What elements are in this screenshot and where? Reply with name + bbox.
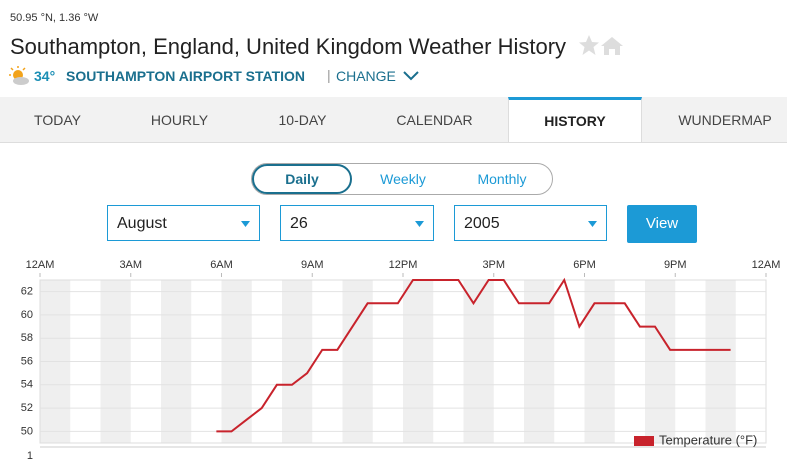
x-tick-label: 9PM bbox=[664, 259, 687, 271]
select-value: 26 bbox=[290, 215, 308, 232]
coordinates: 50.95 °N, 1.36 °W bbox=[10, 12, 99, 24]
y-tick-label: 58 bbox=[21, 332, 33, 344]
toggle-option[interactable]: Daily bbox=[252, 164, 352, 194]
y-tick-label: 62 bbox=[21, 286, 33, 298]
y-tick-label: 54 bbox=[21, 379, 33, 391]
y-tick-label: 60 bbox=[21, 309, 33, 321]
y-tick-label: 52 bbox=[21, 402, 33, 414]
select-value: 2005 bbox=[464, 215, 500, 232]
x-tick-label: 6AM bbox=[210, 259, 233, 271]
x-tick-label: 12AM bbox=[26, 259, 55, 271]
tab[interactable]: TODAY bbox=[34, 112, 81, 128]
day-select[interactable]: 26 bbox=[280, 205, 434, 241]
x-tick-label: 3AM bbox=[119, 259, 142, 271]
tab[interactable]: HOURLY bbox=[150, 112, 209, 128]
change-text[interactable]: CHANGE bbox=[336, 68, 396, 84]
x-tick-label: 12PM bbox=[389, 259, 418, 271]
change-link[interactable]: CHANGE bbox=[336, 68, 419, 84]
dropdown-arrow bbox=[415, 221, 424, 227]
separator: | bbox=[327, 67, 331, 83]
toggle-option[interactable]: Monthly bbox=[477, 171, 527, 187]
period-toggle: Daily Weekly Monthly bbox=[251, 163, 553, 195]
temperature-chart: 1 50 52 54 56 58 60 62 12AM 3AM 6AM 9AM 12PM 3PM 6PM 9… bbox=[21, 259, 781, 462]
x-tick-label: 12AM bbox=[752, 259, 781, 271]
view-button[interactable]: View bbox=[627, 205, 697, 243]
year-select[interactable]: 2005 bbox=[454, 205, 607, 241]
dropdown-arrow bbox=[588, 221, 597, 227]
title-text: Southampton, England, United Kingdom Wea… bbox=[10, 34, 567, 59]
weather-icon bbox=[9, 66, 29, 85]
select-value: August bbox=[117, 215, 167, 232]
tab[interactable]: 10-DAY bbox=[278, 112, 327, 128]
page-title: Southampton, England, United Kingdom Wea… bbox=[10, 34, 624, 60]
lower-panel-tick: 1 bbox=[27, 450, 33, 462]
x-tick-label: 9AM bbox=[301, 259, 324, 271]
chevron bbox=[403, 71, 419, 81]
x-tick-label: 6PM bbox=[573, 259, 596, 271]
tab[interactable]: WUNDERMAP bbox=[678, 112, 772, 128]
legend-swatch bbox=[634, 436, 654, 446]
tab-active[interactable]: HISTORY bbox=[508, 97, 642, 142]
month-select[interactable]: August bbox=[107, 205, 260, 241]
y-tick-label: 56 bbox=[21, 355, 33, 367]
dropdown-arrow bbox=[241, 221, 250, 227]
tab[interactable]: CALENDAR bbox=[396, 112, 473, 128]
y-tick-label: 50 bbox=[21, 425, 33, 437]
station-name[interactable]: SOUTHAMPTON AIRPORT STATION bbox=[66, 68, 306, 84]
tab-bar: TODAY HOURLY 10-DAY CALENDAR HISTORY WUN… bbox=[0, 97, 787, 143]
title-icons[interactable] bbox=[578, 34, 624, 56]
legend-label: Temperature (°F) bbox=[659, 432, 757, 447]
current-temperature: 34° bbox=[34, 68, 56, 84]
x-tick-label: 3PM bbox=[482, 259, 505, 271]
toggle-option[interactable]: Weekly bbox=[380, 171, 426, 187]
temperature-line bbox=[216, 277, 731, 433]
